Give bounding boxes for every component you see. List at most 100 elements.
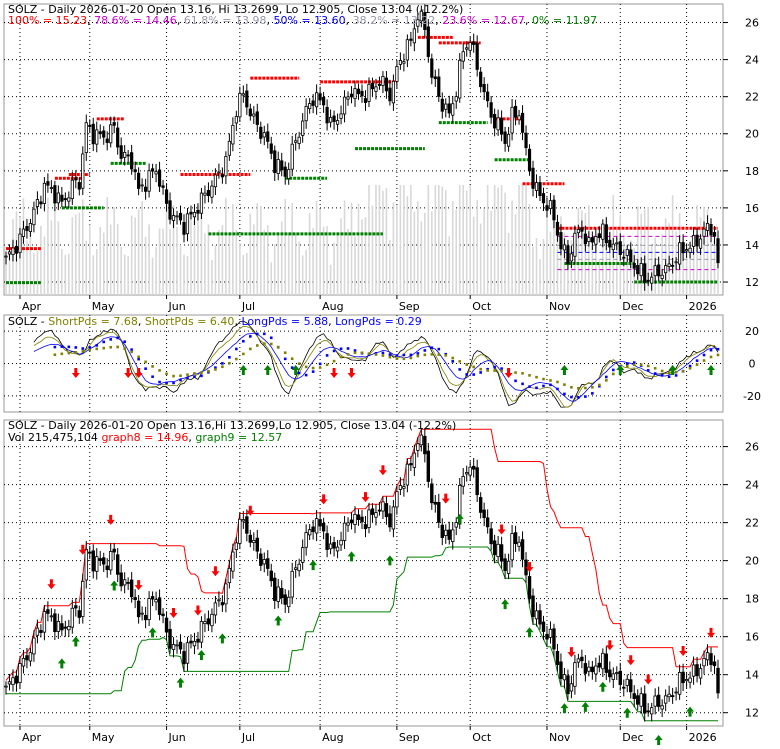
candle-body [503,131,507,144]
candle-body [580,656,584,662]
short-osc-dot [395,357,399,360]
candles-layer [4,4,720,722]
candle-body [28,652,33,662]
short-osc-dot [556,380,559,384]
candle-body [280,160,284,171]
candle-body [698,668,703,679]
candle-body [91,123,95,145]
y-tick-label: 16 [745,631,759,644]
x-tick-label: 2026 [689,731,717,744]
candle-body [716,667,720,694]
short-osc-dot [255,344,259,347]
candle-body [695,234,699,247]
volume-bar [703,206,705,295]
candle-body [489,102,493,118]
candle-body [531,595,535,618]
candle-body [395,491,399,508]
candle-body [594,236,598,245]
short-osc-dot [667,371,671,374]
y-tick-label: 14 [745,669,759,682]
candle-body [548,200,553,209]
candle-body [590,666,595,673]
candle-body [234,542,239,551]
long-osc-dot [381,351,385,355]
volume-bar [500,185,503,295]
long-osc-dot [297,371,301,375]
candle-body [430,58,434,78]
volume-bar [137,209,140,295]
candle-body [318,519,322,527]
candle-body [409,463,413,466]
short-osc-dot [235,357,238,361]
signal-panel-title: SOLZ - Daily 2026-01-20 Open 13.16,Hi 13… [8,419,456,432]
candle-body [471,465,476,470]
candle-body [496,117,500,131]
volume-bar [591,246,594,295]
volume-bar [88,224,91,295]
buy-arrow [309,560,318,571]
volume-bar [357,203,360,295]
candle-body [444,103,448,110]
short-osc-dot [458,360,462,363]
candle-body [349,93,354,98]
candle-body [405,39,409,61]
buy-arrow [218,633,227,644]
candle-body [629,249,633,263]
y-tick-label: 26 [745,17,759,30]
candle-body [349,519,354,524]
candle-body [102,130,106,138]
candle-body [304,105,308,122]
graph8-line [5,428,718,681]
short-osc-dot [130,350,133,354]
long-osc-dot [646,369,650,372]
graph9-line [6,546,718,722]
volume-bar [375,185,377,295]
candle-body [123,151,127,158]
volume-bar [148,224,150,295]
candle-body [531,167,535,189]
volume-bar [713,237,716,295]
candle-body [192,640,197,647]
volume-bar [207,224,210,295]
x-tick-label: Nov [549,731,571,744]
candle-body [629,679,633,693]
candle-body [339,113,343,119]
volume-bar [546,215,548,295]
candle-body [604,224,608,244]
x-tick-label: Jul [241,300,255,313]
candle-body [503,558,507,572]
short-osc-dot [144,360,147,364]
candle-body [552,628,556,650]
candle-body [248,108,252,117]
candle-body [238,518,242,544]
x-tick-label: Jun [168,300,186,313]
volume-bar [179,245,182,295]
candle-body [53,185,57,204]
sell-arrow [193,605,202,616]
volume-bar [615,227,618,295]
candle-body [590,237,594,243]
candle-body [524,132,528,149]
candle-body [388,513,392,528]
candle-body [653,695,657,707]
candle-body [684,249,689,252]
volume-bar [113,206,115,295]
candle-body [545,205,549,211]
short-osc-dot [716,353,720,357]
volume-bar [434,185,437,295]
candle-body [39,201,43,205]
volume-bar [211,259,213,295]
candle-body [670,695,675,697]
candle-body [465,47,469,50]
candle-body [297,136,301,144]
volume-bar [472,216,475,295]
candle-body [377,509,382,512]
buy-arrow [263,365,272,375]
candle-body [419,10,423,22]
volume-bar [249,213,252,295]
short-osc-dot [444,354,448,357]
candle-body [573,232,577,257]
candle-body [608,669,612,678]
short-osc-dot [367,352,371,355]
volume-bar [371,205,374,295]
